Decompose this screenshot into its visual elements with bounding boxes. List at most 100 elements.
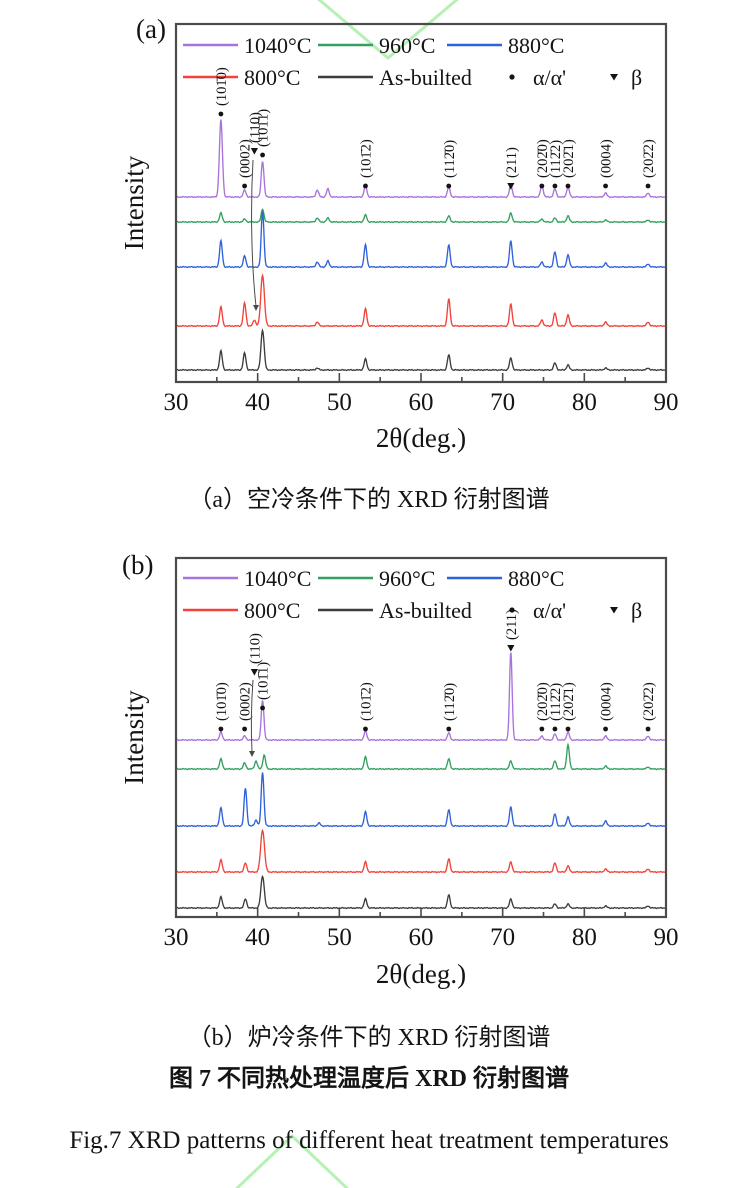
x-tick-label: 50 <box>327 389 352 416</box>
x-tick-label: 70 <box>490 389 515 416</box>
legend-label: α/α' <box>533 598 566 623</box>
peak-hkl-label: (101̄1) <box>256 662 272 700</box>
caption-panel-b: （b）炉冷条件下的 XRD 衍射图谱 <box>187 1025 551 1051</box>
alpha-peak-marker-icon <box>552 726 558 732</box>
legend-label: 960°C <box>379 33 435 58</box>
peak-annotations: (101̄0) (0002)(110)(101̄1) (101̄2) (112̄0) (… <box>214 67 657 190</box>
peak-hkl-label: (112̄0) <box>442 140 458 178</box>
series-curve-1040c <box>177 119 666 199</box>
peak-hkl-label: (0004) <box>599 682 615 721</box>
x-axis <box>175 908 667 917</box>
series-curve-800c <box>177 828 666 874</box>
legend: 1040°C 960°C 880°C 800°C As-builted α/α' β <box>183 566 642 623</box>
x-tick-label: 60 <box>409 924 434 951</box>
peak-hkl-label: (101̄0) <box>214 67 230 106</box>
alpha-peak-marker-icon <box>552 183 558 189</box>
alpha-peak-marker-icon <box>363 726 368 732</box>
chart-panel-b: 30 40 50 60 70 80 90 2θ(deg.) Intensity (b) 1040°C… <box>119 550 679 989</box>
chart-panel-a: 30 40 50 60 70 80 90 2θ(deg.) Intensity (a) 1040°C… <box>119 14 679 453</box>
alpha-peak-marker-icon <box>446 183 452 189</box>
alpha-peak-marker-icon <box>218 726 224 732</box>
x-axis-title: 2θ(deg.) <box>376 959 466 989</box>
alpha-peak-marker-icon <box>603 183 608 189</box>
peak-hkl-label: (202̄1) <box>561 682 577 721</box>
peak-hkl-label: (0002) <box>238 139 254 178</box>
caption-panel-a: （a）空冷条件下的 XRD 衍射图谱 <box>188 487 550 513</box>
peak-hkl-label: (0002) <box>238 682 254 721</box>
peak-hkl-label: (101̄1) <box>256 109 272 147</box>
legend-label: α/α' <box>533 65 566 90</box>
alpha-peak-marker-icon <box>645 726 651 732</box>
legend-label: 880°C <box>508 566 564 591</box>
alpha-peak-marker-icon <box>242 183 248 189</box>
peak-hkl-label: (202̄0) <box>535 682 551 721</box>
peak-annotations: (101̄0)(0002)(110)(101̄1)(101̄2)(112̄0)(… <box>214 609 657 732</box>
series-curve-800c <box>177 273 666 328</box>
legend-label: 800°C <box>244 598 300 623</box>
beta-peak-marker-icon <box>507 645 515 652</box>
series-curve-960c <box>177 742 666 771</box>
alpha-peak-marker-icon <box>363 183 368 189</box>
x-tick-label: 60 <box>409 389 434 416</box>
beta-peak-marker-icon <box>250 148 258 155</box>
x-tick-label: 90 <box>654 389 679 416</box>
peak-shift-arrow <box>251 159 259 311</box>
series-curve-1040c <box>177 652 666 742</box>
peak-hkl-label: (101̄2) <box>358 139 374 178</box>
peak-hkl-label: (110) <box>247 112 263 143</box>
alpha-peak-marker-icon <box>446 726 452 732</box>
y-axis-title: Intensity <box>119 155 149 250</box>
alpha-peak-marker-icon <box>218 111 224 117</box>
peak-hkl-label: (202̄2) <box>641 139 657 178</box>
x-axis <box>175 373 667 382</box>
x-tick-label: 70 <box>490 924 515 951</box>
peak-hkl-label: (101̄2) <box>358 682 374 721</box>
legend-label: 1040°C <box>244 566 311 591</box>
peak-hkl-label: (0004) <box>599 139 615 178</box>
caption-figure-chinese: 图 7 不同热处理温度后 XRD 衍射图谱 <box>169 1066 569 1092</box>
watermark-chevrons <box>235 0 459 1188</box>
alpha-peak-marker-icon <box>260 152 265 158</box>
legend-label: 960°C <box>379 566 435 591</box>
series-curve-asbuilted <box>177 328 666 372</box>
x-tick-label: 90 <box>654 924 679 951</box>
x-tick-label: 40 <box>245 924 270 951</box>
peak-shift-arrow <box>249 679 255 757</box>
panel-letter: (a) <box>136 14 166 44</box>
alpha-peak-marker-icon <box>260 705 265 711</box>
x-tick-label: 50 <box>327 924 352 951</box>
peak-hkl-label: (202̄2) <box>641 682 657 721</box>
peak-hkl-label: (211) <box>504 147 520 178</box>
series-curve-960c <box>177 208 666 224</box>
peak-hkl-label: (110) <box>247 633 263 664</box>
alpha-peak-marker-icon <box>565 183 571 189</box>
beta-peak-marker-icon <box>250 669 258 676</box>
x-tick-label: 30 <box>164 924 189 951</box>
legend-label: 800°C <box>244 65 300 90</box>
x-tick-label: 80 <box>572 924 597 951</box>
legend-label: β <box>631 598 642 623</box>
x-tick-label: 30 <box>164 389 189 416</box>
series-curve-880c <box>177 211 666 269</box>
legend-label: 880°C <box>508 33 564 58</box>
alpha-peak-marker-icon <box>539 183 545 189</box>
panel-letter: (b) <box>122 550 153 580</box>
beta-marker-icon <box>610 607 618 614</box>
x-tick-label: 80 <box>572 389 597 416</box>
legend-label: As-builted <box>379 65 472 90</box>
legend: 1040°C 960°C 880°C 800°C As-builted α/α' β <box>183 33 642 90</box>
y-axis-title: Intensity <box>119 690 149 785</box>
peak-hkl-label: (112̄2) <box>548 683 564 721</box>
beta-peak-marker-icon <box>507 183 515 190</box>
peak-hkl-label: (101̄0) <box>214 682 230 721</box>
legend-label: 1040°C <box>244 33 311 58</box>
beta-marker-icon <box>610 74 618 81</box>
legend-label: As-builted <box>379 598 472 623</box>
x-axis-title: 2θ(deg.) <box>376 423 466 453</box>
series-curve-880c <box>177 772 666 828</box>
peak-hkl-label: (112̄2) <box>548 140 564 178</box>
alpha-peak-marker-icon <box>242 726 248 732</box>
series-curve-asbuilted <box>177 874 666 910</box>
